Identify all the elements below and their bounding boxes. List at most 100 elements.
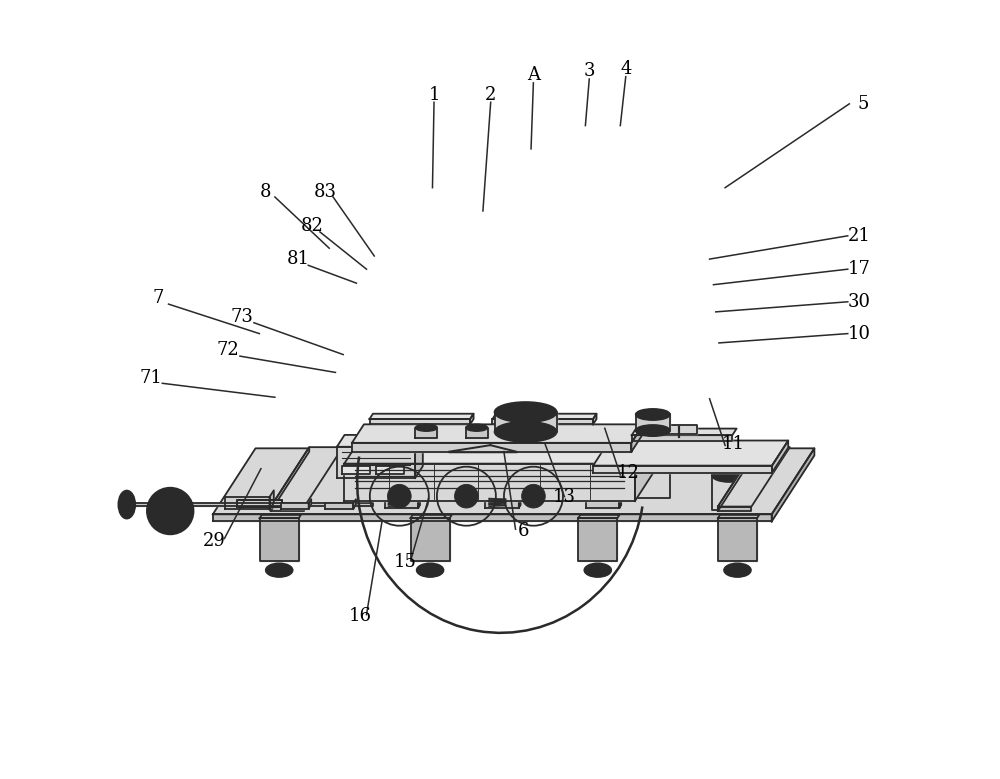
Ellipse shape [636, 425, 670, 436]
Text: 7: 7 [153, 289, 164, 307]
Polygon shape [271, 447, 309, 511]
Polygon shape [718, 518, 757, 561]
Polygon shape [492, 414, 596, 419]
Text: 72: 72 [217, 341, 240, 359]
Polygon shape [270, 490, 274, 509]
Text: 5: 5 [858, 95, 869, 113]
Ellipse shape [466, 424, 488, 432]
Text: 30: 30 [848, 293, 871, 311]
Polygon shape [632, 428, 737, 435]
Polygon shape [415, 428, 437, 439]
Circle shape [147, 488, 194, 534]
Ellipse shape [417, 563, 444, 577]
Text: 12: 12 [617, 464, 640, 481]
Text: 3: 3 [584, 62, 595, 80]
Polygon shape [370, 419, 470, 425]
Polygon shape [309, 499, 311, 509]
Polygon shape [593, 466, 772, 473]
Circle shape [522, 485, 545, 508]
Polygon shape [485, 501, 519, 508]
Polygon shape [127, 503, 373, 506]
Polygon shape [352, 425, 643, 442]
Polygon shape [411, 515, 452, 518]
Polygon shape [712, 475, 746, 510]
Text: 17: 17 [848, 260, 871, 278]
Text: A: A [527, 66, 540, 84]
Text: 21: 21 [848, 227, 871, 245]
Polygon shape [260, 518, 299, 561]
Polygon shape [495, 412, 557, 432]
Polygon shape [470, 414, 474, 425]
Ellipse shape [495, 421, 557, 442]
Ellipse shape [712, 468, 746, 482]
Polygon shape [466, 428, 488, 439]
Polygon shape [213, 514, 772, 521]
Polygon shape [619, 498, 621, 508]
Polygon shape [519, 498, 521, 508]
Ellipse shape [636, 456, 670, 471]
Circle shape [388, 485, 411, 508]
Text: 11: 11 [721, 435, 744, 453]
Polygon shape [271, 506, 304, 511]
Polygon shape [337, 435, 423, 447]
Text: 2: 2 [485, 86, 496, 104]
Ellipse shape [495, 402, 557, 422]
Polygon shape [353, 499, 356, 509]
Polygon shape [213, 449, 814, 514]
Polygon shape [632, 435, 732, 441]
Text: 29: 29 [203, 532, 226, 550]
Text: 82: 82 [301, 217, 324, 235]
Polygon shape [636, 414, 670, 431]
Polygon shape [260, 515, 301, 518]
Polygon shape [411, 518, 450, 561]
Text: 1: 1 [428, 86, 440, 104]
Polygon shape [344, 428, 658, 464]
Text: 15: 15 [394, 553, 417, 571]
Polygon shape [718, 447, 756, 511]
Polygon shape [593, 414, 596, 425]
Polygon shape [237, 500, 282, 507]
Ellipse shape [415, 424, 437, 432]
Polygon shape [718, 515, 759, 518]
Text: 71: 71 [139, 369, 162, 387]
Polygon shape [337, 447, 415, 478]
Ellipse shape [266, 563, 293, 577]
Text: 73: 73 [231, 308, 254, 326]
Polygon shape [225, 497, 270, 509]
Ellipse shape [118, 491, 135, 519]
Polygon shape [376, 467, 404, 474]
Polygon shape [325, 503, 353, 509]
Polygon shape [642, 425, 697, 434]
Polygon shape [772, 441, 788, 473]
Polygon shape [415, 435, 423, 478]
Text: 16: 16 [349, 607, 372, 626]
Text: 83: 83 [314, 182, 337, 200]
Polygon shape [593, 441, 788, 466]
Polygon shape [718, 447, 790, 506]
Polygon shape [344, 464, 635, 501]
Polygon shape [281, 503, 309, 509]
Polygon shape [578, 515, 619, 518]
Text: 8: 8 [260, 182, 271, 200]
Polygon shape [370, 414, 474, 419]
Polygon shape [237, 500, 282, 507]
Polygon shape [586, 501, 619, 508]
Circle shape [156, 497, 184, 525]
Circle shape [455, 485, 478, 508]
Polygon shape [772, 449, 814, 521]
Polygon shape [631, 425, 643, 452]
Ellipse shape [724, 563, 751, 577]
Polygon shape [352, 442, 631, 452]
Polygon shape [636, 464, 670, 499]
Polygon shape [635, 428, 658, 501]
Text: 10: 10 [848, 325, 871, 343]
Ellipse shape [636, 409, 670, 420]
Polygon shape [385, 501, 418, 508]
Ellipse shape [584, 563, 611, 577]
Polygon shape [271, 447, 343, 506]
Polygon shape [492, 419, 593, 425]
Text: 6: 6 [518, 522, 529, 540]
Text: 81: 81 [287, 250, 310, 268]
Text: 4: 4 [620, 60, 631, 78]
Polygon shape [718, 506, 751, 511]
